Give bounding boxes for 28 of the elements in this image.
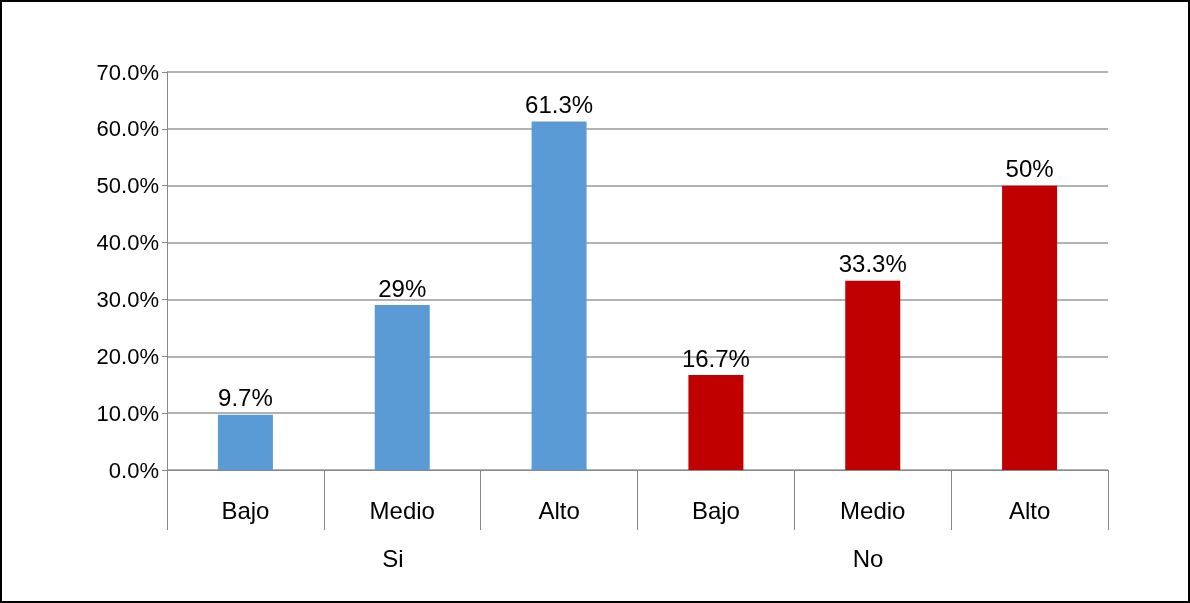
- y-tick-label: 70.0%: [96, 59, 159, 85]
- data-label: 29%: [378, 274, 427, 302]
- x-tick-label: Medio: [840, 496, 906, 524]
- x-tick-label: Alto: [538, 496, 580, 524]
- y-tick-label: 0.0%: [108, 457, 159, 483]
- bar: [217, 414, 273, 470]
- y-tick-label: 40.0%: [96, 230, 159, 256]
- bar: [531, 121, 587, 470]
- bar: [688, 375, 744, 470]
- data-label: 33.3%: [838, 250, 907, 278]
- bar: [374, 305, 430, 470]
- x-tick-label: Bajo: [221, 496, 270, 524]
- text: Si: [382, 544, 404, 572]
- y-tick-label: 30.0%: [96, 286, 159, 312]
- bar: [1002, 185, 1058, 470]
- bar: [845, 280, 901, 470]
- y-tick-label: 60.0%: [96, 116, 159, 142]
- data-label: 9.7%: [218, 384, 273, 412]
- data-label: 61.3%: [525, 90, 594, 118]
- y-tick-label: 20.0%: [96, 343, 159, 369]
- x-tick-label: Medio: [369, 496, 435, 524]
- data-label: 50%: [1005, 155, 1054, 183]
- data-label: 16.7%: [681, 344, 750, 372]
- y-tick-label: 10.0%: [96, 400, 159, 426]
- x-tick-label: Alto: [1008, 496, 1051, 524]
- y-tick-label: 50.0%: [96, 173, 159, 199]
- x-tick-label: Bajo: [691, 496, 740, 524]
- text: No: [852, 544, 884, 572]
